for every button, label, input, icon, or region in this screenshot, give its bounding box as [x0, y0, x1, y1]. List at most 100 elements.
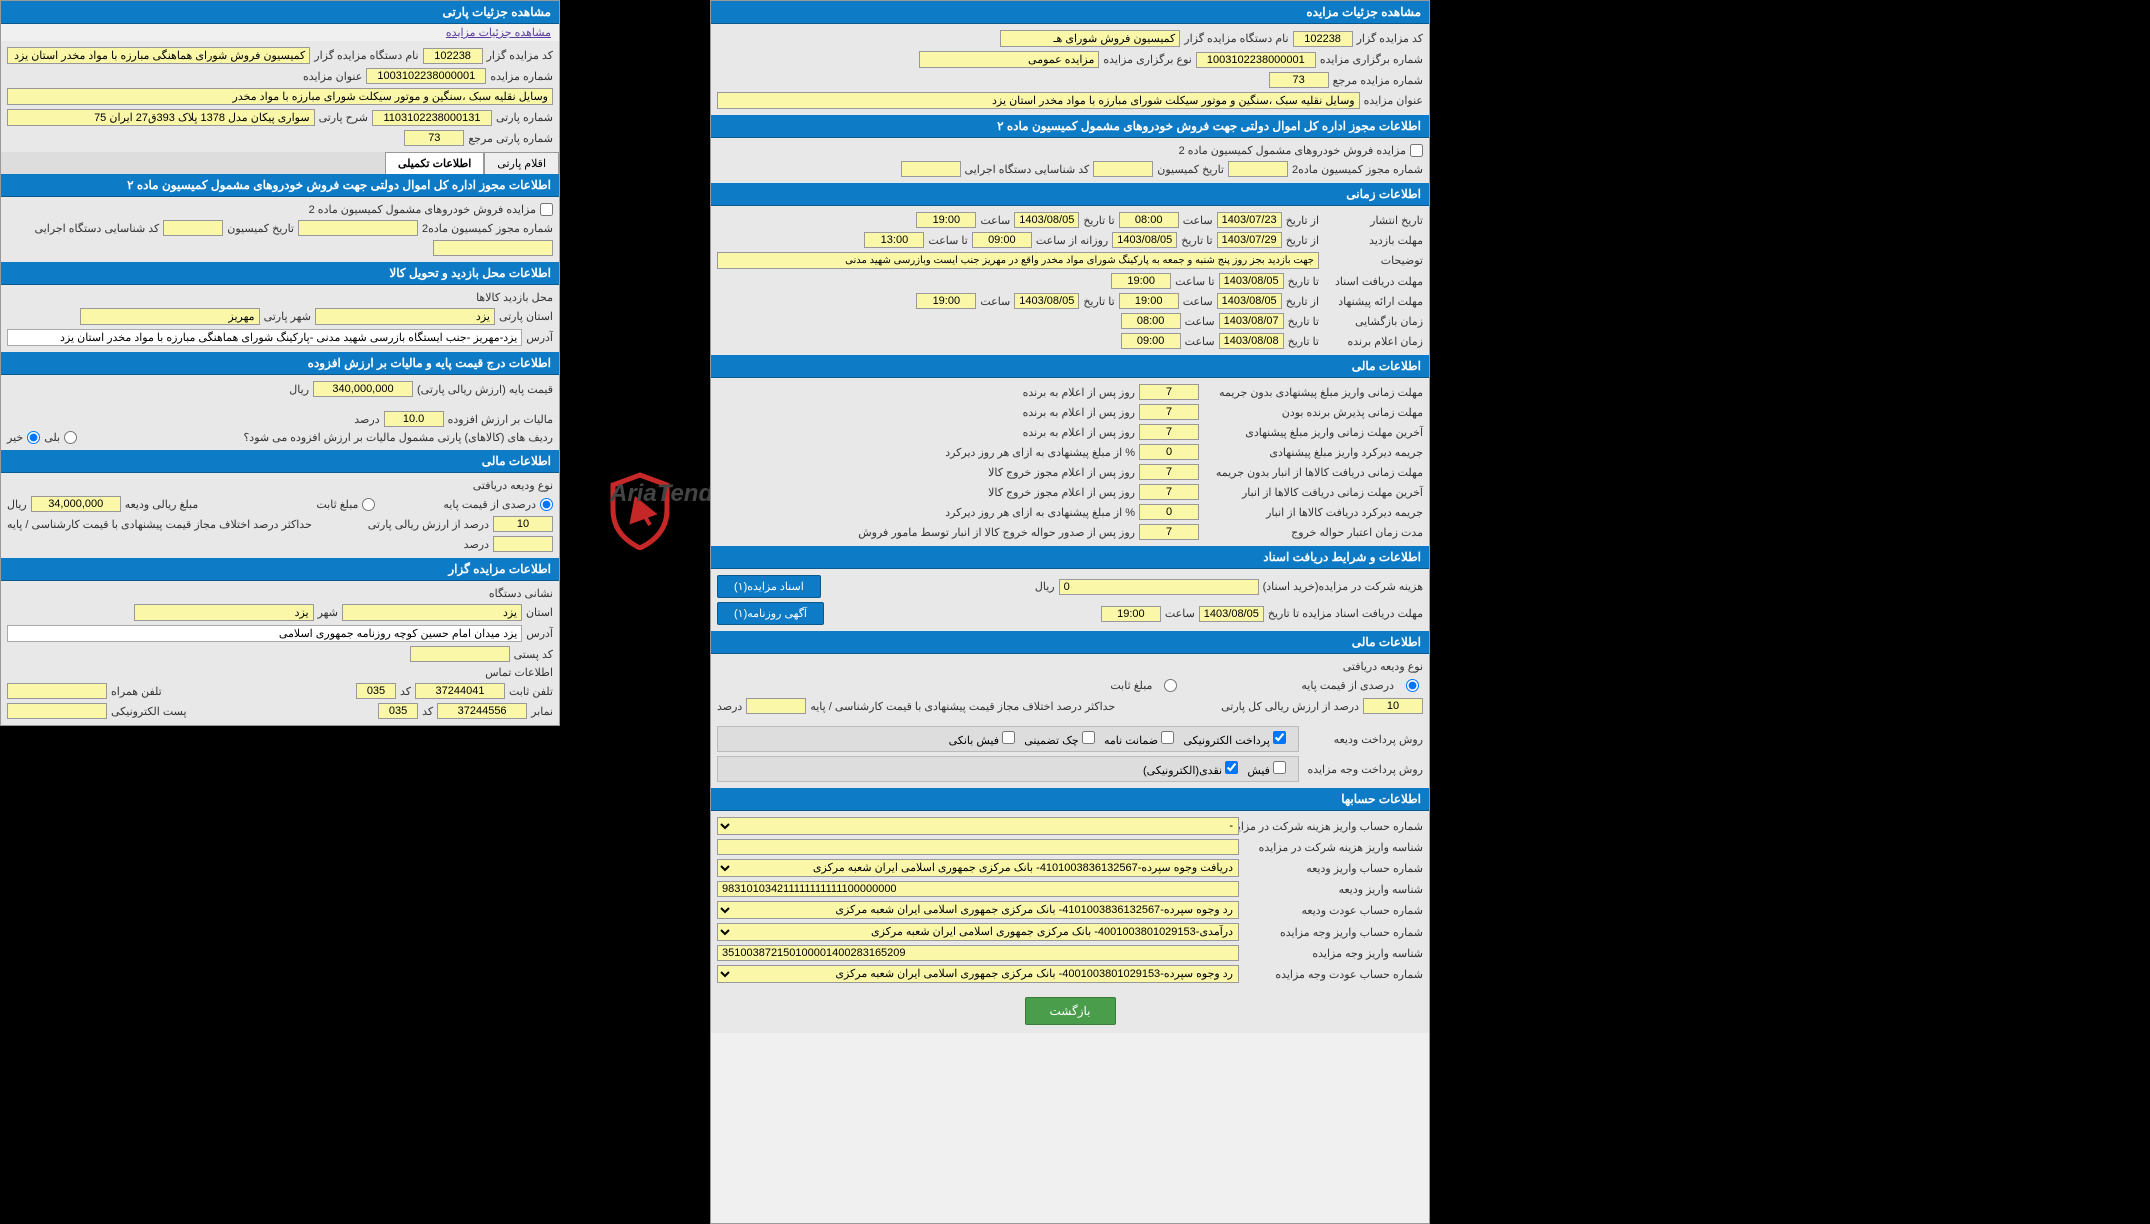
section3-title: اطلاعات درج قیمت پایه و مالیات بر ارزش ا…	[1, 352, 559, 375]
r-c5-checkbox[interactable]	[1273, 761, 1286, 774]
r-max-value	[746, 698, 806, 714]
r-fixed-radio[interactable]	[1164, 679, 1177, 692]
r-prop-date: 1403/08/05	[1217, 293, 1282, 309]
r-c3-checkbox[interactable]	[1082, 731, 1095, 744]
r-acc6-select[interactable]: درآمدی-4001003801029153- بانک مرکزی جمهو…	[717, 923, 1239, 941]
r-acc5-select[interactable]: رد وجوه سپرده-4101003836132567- بانک مرک…	[717, 901, 1239, 919]
article2-label: مزایده فروش خودروهای مشمول کمیسیون ماده …	[309, 203, 536, 216]
r4-r5-post: روز پس از اعلام مجوز خروج کالا	[988, 466, 1135, 479]
r-fee-value: 0	[1059, 579, 1259, 595]
auction-code-value: 102238	[423, 48, 483, 64]
auction-docs-button[interactable]: اسناد مزایده(۱)	[717, 575, 821, 598]
r-no-value: 1003102238000001	[1196, 52, 1316, 68]
r-acc1-select[interactable]: -	[717, 817, 1239, 835]
tab-additional-info[interactable]: اطلاعات تکمیلی	[385, 152, 484, 174]
r4-r1-lbl: مهلت زمانی واریز مبلغ پیشنهادی بدون جریم…	[1203, 386, 1423, 399]
party-no-value: 1103102238000131	[372, 110, 492, 126]
r-rial-label: ریال	[1035, 580, 1055, 593]
r-time-label-1: ساعت	[1183, 214, 1213, 227]
r-acc8-select[interactable]: رد وجوه سپرده-4001003801029153- بانک مرک…	[717, 965, 1239, 983]
r4-r8-post: روز پس از صدور حواله خروج کالا از انبار …	[858, 526, 1135, 539]
commission-date-value	[163, 220, 223, 236]
r-section6-title: اطلاعات مالی	[711, 631, 1429, 654]
r-pub-to-time: 19:00	[916, 212, 976, 228]
org-value: کمیسیون فروش شورای هماهنگی مبارزه با موا…	[7, 47, 310, 64]
auction-no-value: 1003102238000001	[366, 68, 486, 84]
r-visit-to-date: 1403/08/05	[1112, 232, 1177, 248]
r-pct-radio[interactable]	[1406, 679, 1419, 692]
vat-yes-radio[interactable]	[64, 431, 77, 444]
fax-label: نمابر	[531, 705, 553, 718]
back-button[interactable]: بازگشت	[1025, 997, 1116, 1025]
party-province-value: یزد	[315, 308, 495, 325]
phone-value: 37244041	[415, 683, 505, 699]
fixed-amount-radio[interactable]	[362, 498, 375, 511]
r-pub-time: 08:00	[1119, 212, 1179, 228]
r-acc3-select[interactable]: دریافت وجوه سپرده-4101003836132567- بانک…	[717, 859, 1239, 877]
pct-of-value: 10	[493, 516, 553, 532]
r-to-time-label-2: تا ساعت	[1175, 275, 1214, 288]
section5-title: اطلاعات مزایده گزار	[1, 558, 559, 581]
view-auction-details-link[interactable]: مشاهده جزئیات مزایده	[1, 24, 559, 41]
tab-party-items[interactable]: اقلام پارتی	[484, 152, 559, 174]
r4-r1-post: روز پس از اعلام به برنده	[1023, 386, 1135, 399]
mobile-value	[7, 683, 107, 699]
r-c6-checkbox[interactable]	[1225, 761, 1238, 774]
r4-r4-v: 0	[1139, 444, 1199, 460]
r-pub-label: تاریخ انتشار	[1323, 214, 1423, 227]
r-time-label-2: ساعت	[980, 214, 1010, 227]
r-prop-label: مهلت ارائه پیشنهاد	[1323, 295, 1423, 308]
r4-r1-v: 7	[1139, 384, 1199, 400]
r-date-label: تاریخ کمیسیون	[1157, 163, 1224, 176]
r-win-label: زمان اعلام برنده	[1323, 335, 1423, 348]
r-time-label-3: ساعت	[1183, 295, 1213, 308]
r-acc3-label: شماره حساب واریز ودیعه	[1243, 862, 1423, 875]
r-c2-checkbox[interactable]	[1161, 731, 1174, 744]
deposit-amt-label: مبلغ ریالی ودیعه	[125, 498, 199, 511]
pct-base-radio[interactable]	[540, 498, 553, 511]
r-notes-value: جهت بازدید بجز روز پنج شنبه و جمعه به پا…	[717, 252, 1319, 269]
r-open-date: 1403/08/07	[1219, 313, 1284, 329]
r-recv-date: 1403/08/05	[1219, 273, 1284, 289]
r-c1-label: پرداخت الکترونیکی	[1183, 735, 1270, 747]
pct-label-2: درصد	[464, 538, 489, 551]
r-acc2-value	[717, 839, 1239, 855]
r-deadline-date: 1403/08/05	[1199, 606, 1264, 622]
r-deadline-label: مهلت دریافت اسناد مزایده تا تاریخ	[1268, 607, 1423, 620]
r-fee-label: هزینه شرکت در مزایده(خرید اسناد)	[1263, 580, 1423, 593]
r-article2-checkbox[interactable]	[1410, 144, 1423, 157]
article2-checkbox[interactable]	[540, 203, 553, 216]
post-code-label: کد پستی	[514, 648, 553, 661]
party-details-panel: مشاهده جزئیات پارتی مشاهده جزئیات مزایده…	[0, 0, 560, 726]
r-to-date-label-2: تا تاریخ	[1181, 234, 1212, 247]
r-deadline-time-label: ساعت	[1165, 607, 1195, 620]
r-org-value: کمیسیون فروش شورای هـ	[1000, 30, 1180, 47]
r4-r4-post: % از مبلغ پیشنهادی به ازای هر روز دیرکرد	[945, 446, 1135, 459]
r-time-label-6: ساعت	[1185, 335, 1215, 348]
r-c4-checkbox[interactable]	[1002, 731, 1015, 744]
r-subj-value: وسایل نقلیه سبک ،سنگین و موتور سیکلت شور…	[717, 92, 1360, 109]
r-dep-pay-label: روش پرداخت ودیعه	[1303, 733, 1423, 746]
vat-no-radio[interactable]	[27, 431, 40, 444]
r-prop-to-date: 1403/08/05	[1014, 293, 1079, 309]
r-ref-label: شماره مزایده مرجع	[1333, 74, 1423, 87]
r-open-time: 08:00	[1121, 313, 1181, 329]
r-from-date-label-3: از تاریخ	[1286, 295, 1319, 308]
party-city-value: مهریز	[80, 308, 260, 325]
r-from-date-label-2: از تاریخ	[1286, 234, 1319, 247]
post-code-value	[410, 646, 510, 662]
r-c1-checkbox[interactable]	[1273, 731, 1286, 744]
party-no-label: شماره پارتی	[496, 111, 553, 124]
exec-code-label: کد شناسایی دستگاه اجرایی	[35, 222, 160, 235]
r-notes-label: توضیحات	[1323, 254, 1423, 267]
exec-code-value	[433, 240, 553, 256]
newspaper-ad-button[interactable]: آگهی روزنامه(۱)	[717, 602, 824, 625]
r-dep-label: نوع ودیعه دریافتی	[1343, 660, 1423, 673]
vat-question-label: ردیف های (کالاهای) پارتی مشمول مالیات بر…	[243, 431, 553, 444]
ref-no-label: شماره پارتی مرجع	[468, 132, 553, 145]
r-c3-label: چک تضمینی	[1024, 735, 1078, 747]
r4-r2-lbl: مهلت زمانی پذیرش برنده بودن	[1203, 406, 1423, 419]
auction-no-label: شماره مزایده	[490, 70, 553, 83]
vat-label: مالیات بر ارزش افزوده	[448, 413, 553, 426]
fixed-amount-label: مبلغ ثابت	[316, 498, 358, 511]
